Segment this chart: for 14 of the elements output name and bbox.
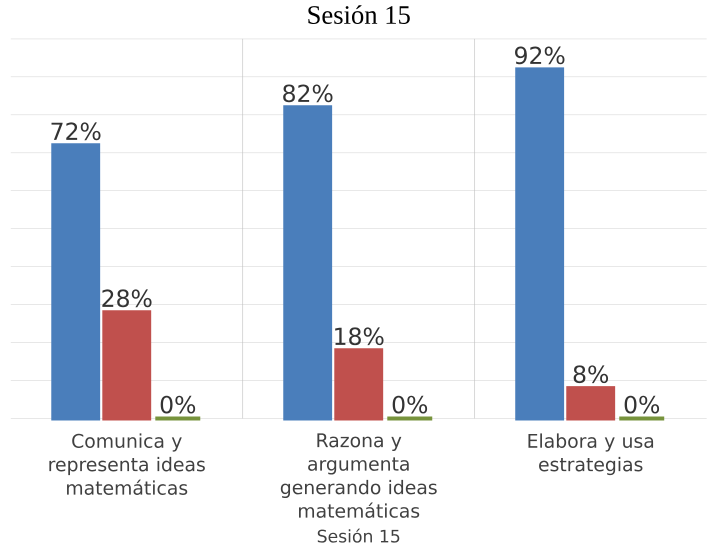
data-label: 0% [624,396,660,414]
x-tick-label: Comunica y representa ideas matemáticas [49,434,205,496]
data-label: 82% [283,84,332,102]
x-axis-title: Sesión 15 [318,528,400,543]
data-label: 18% [335,327,384,346]
data-label: 0% [392,396,428,414]
x-tick-label: Razona y argumenta generando ideas matemáticas [280,433,437,518]
data-label: 72% [52,122,101,140]
data-label: 92% [515,46,564,64]
data-label: 0% [160,396,196,414]
data-label: 28% [102,290,152,308]
chart-title: Sesión 15 [308,5,410,24]
data-label: 8% [574,365,608,384]
x-tick-label: Elabora y usa estrategias [528,434,654,476]
